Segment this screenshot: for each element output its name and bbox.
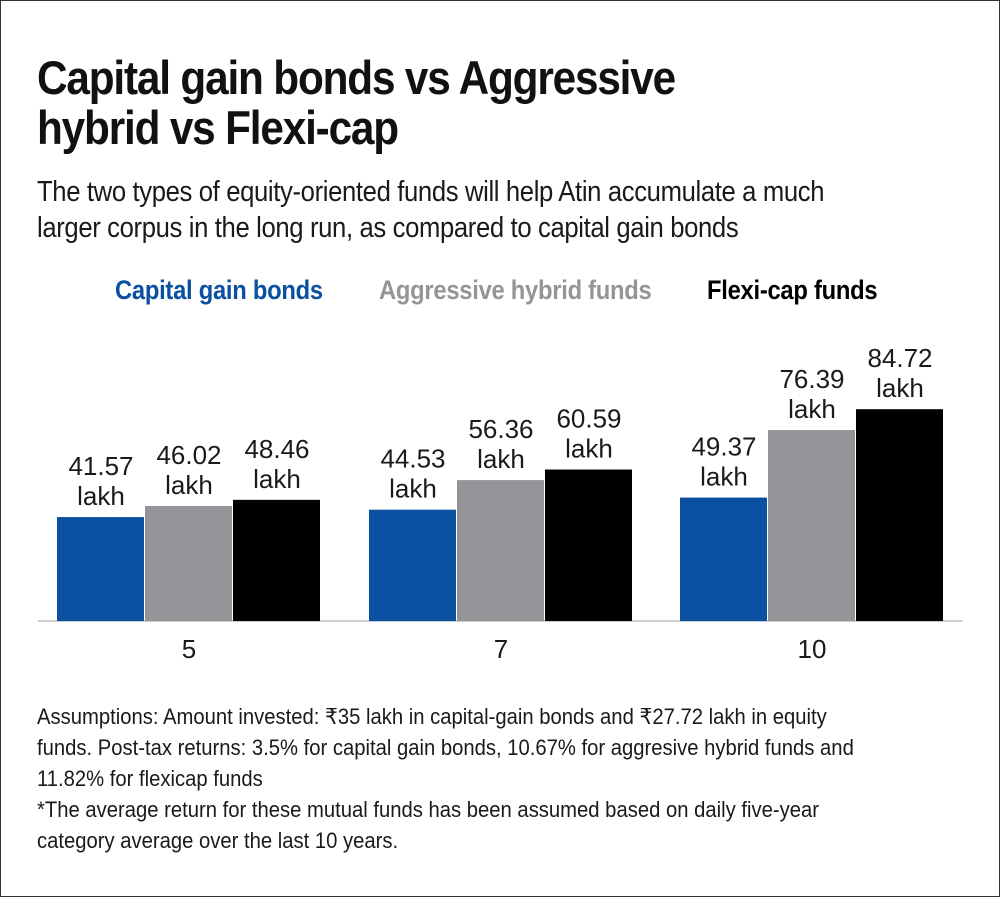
value-label-aggressive-hybrid-funds-10: 76.39 lakh <box>779 364 844 424</box>
bar-flexi-cap-funds-10 <box>856 409 943 621</box>
chart-subtitle-line-2: larger corpus in the long run, as compar… <box>37 212 739 244</box>
chart-subtitle: The two types of equity-oriented funds w… <box>37 174 824 246</box>
value-label-flexi-cap-funds-10: 84.72 lakh <box>867 343 932 403</box>
footnote: Assumptions: Amount invested: ₹35 lakh i… <box>37 701 854 856</box>
legend-capital-gain-bonds: Capital gain bonds <box>115 275 323 305</box>
chart-title-line-1: Capital gain bonds vs Aggressive <box>37 51 676 104</box>
chart-title: Capital gain bonds vs Aggressive hybrid … <box>37 53 874 153</box>
value-label-capital-gain-bonds-10: 49.37 lakh <box>691 432 756 492</box>
x-tick-label-10: 10 <box>798 634 827 664</box>
value-label-capital-gain-bonds-7: 44.53 lakh <box>380 444 445 504</box>
footnote-line-4: *The average return for these mutual fun… <box>37 797 819 822</box>
value-label-flexi-cap-funds-5: 48.46 lakh <box>244 434 309 494</box>
value-label-capital-gain-bonds-5: 41.57 lakh <box>68 451 133 511</box>
x-tick-label-group: 5 7 10 <box>182 634 827 664</box>
x-tick-label-7: 7 <box>494 634 508 664</box>
chart-title-line-2: hybrid vs Flexi-cap <box>37 101 399 154</box>
chart-subtitle-line-1: The two types of equity-oriented funds w… <box>37 176 825 208</box>
bar-capital-gain-bonds-5 <box>57 517 144 621</box>
bar-flexi-cap-funds-5 <box>233 499 320 621</box>
x-tick-label-5: 5 <box>182 634 196 664</box>
bar-aggressive-hybrid-funds-7 <box>457 480 544 621</box>
footnote-line-5: category average over the last 10 years. <box>37 828 399 853</box>
footnote-line-3: 11.82% for flexicap funds <box>37 766 263 791</box>
chart-legend: Capital gain bonds Aggressive hybrid fun… <box>1 273 1000 309</box>
bar-group <box>57 409 943 621</box>
bar-flexi-cap-funds-7 <box>545 469 632 621</box>
footnote-line-1: Assumptions: Amount invested: ₹35 lakh i… <box>37 704 827 729</box>
bar-capital-gain-bonds-10 <box>680 497 767 621</box>
value-label-aggressive-hybrid-funds-5: 46.02 lakh <box>156 440 221 500</box>
value-label-group: 41.57 lakh 46.02 lakh 48.46 lakh 44.53 lakh 56.3… <box>68 343 932 511</box>
legend-flexi-cap-funds: Flexi-cap funds <box>707 275 878 305</box>
bar-aggressive-hybrid-funds-5 <box>145 505 232 621</box>
value-label-flexi-cap-funds-7: 60.59 lakh <box>556 404 621 464</box>
bar-aggressive-hybrid-funds-10 <box>768 430 855 621</box>
footnote-line-2: funds. Post-tax returns: 3.5% for capita… <box>37 735 854 760</box>
bar-capital-gain-bonds-7 <box>369 509 456 621</box>
value-label-aggressive-hybrid-funds-7: 56.36 lakh <box>468 414 533 474</box>
legend-aggressive-hybrid-funds: Aggressive hybrid funds <box>379 275 652 305</box>
